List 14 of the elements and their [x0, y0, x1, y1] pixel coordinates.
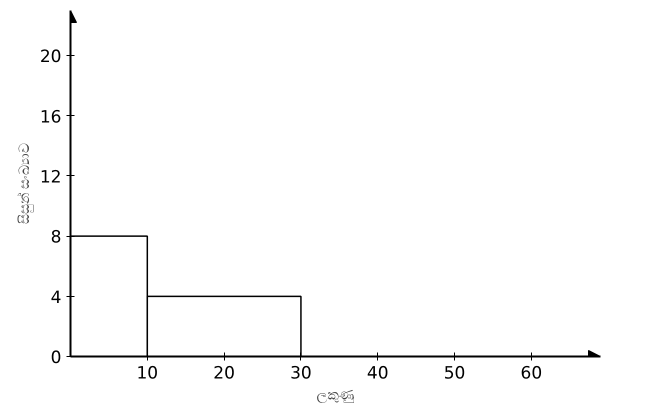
x-tick-label: 40 — [366, 364, 389, 384]
y-tick-label: 16 — [40, 107, 62, 128]
y-tick-label: 0 — [50, 348, 62, 368]
x-tick-label: 30 — [290, 364, 312, 384]
x-tick-label: 60 — [520, 364, 542, 384]
x-axis-title: ලකුණු — [316, 386, 354, 404]
y-tick-label: 8 — [50, 228, 62, 248]
y-axis-title: සිසුන් සංඛ්‍යාව — [16, 143, 34, 224]
y-tick-label: 4 — [50, 288, 62, 308]
x-tick-label: 20 — [213, 364, 235, 384]
x-tick-label: 50 — [444, 364, 466, 384]
y-tick-label: 20 — [40, 47, 62, 68]
x-tick-label: 10 — [136, 364, 158, 384]
y-tick-label: 12 — [40, 167, 62, 188]
